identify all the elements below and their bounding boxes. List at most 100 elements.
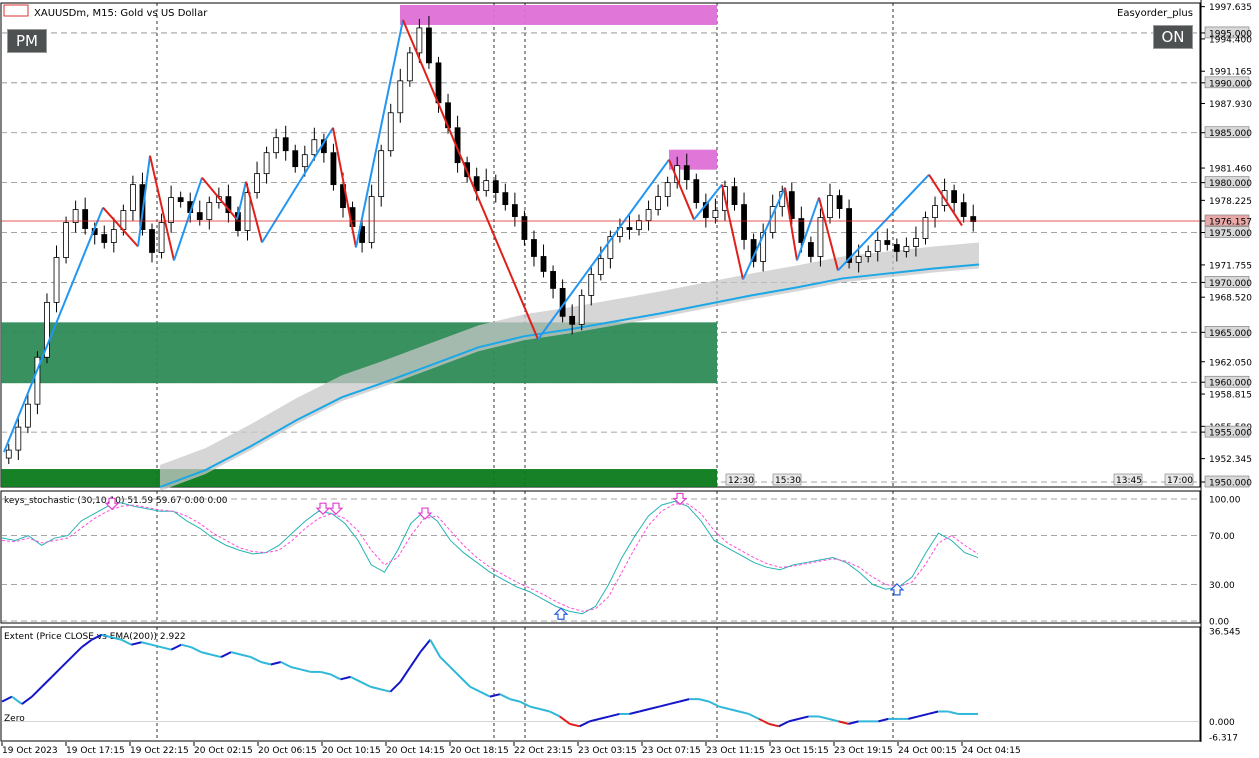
extent-line-segment [101, 633, 112, 639]
extent-line-segment [51, 666, 63, 678]
extent-line-segment [449, 666, 461, 678]
extent-line-segment [549, 710, 561, 718]
extent-line-segment [350, 675, 361, 683]
price-axis-label: 1978.225 [1209, 197, 1252, 207]
extent-line-segment [589, 717, 600, 723]
extent-line-segment [708, 700, 720, 708]
time-axis-label: 23 Oct 19:15 [834, 746, 893, 756]
price-axis-label: 1987.930 [1209, 100, 1252, 110]
extent-axis-label: 36.545 [1209, 628, 1241, 638]
candle-body [397, 80, 404, 114]
time-marker-label: 13:45 [1116, 476, 1142, 486]
candle-body [550, 271, 556, 289]
extent-line-segment [200, 651, 212, 656]
stochastic-axis-label: 30.00 [1209, 581, 1235, 591]
time-axis-label: 20 Oct 14:15 [386, 746, 445, 756]
extent-line-segment [389, 681, 402, 693]
zigzag-segment [928, 174, 963, 227]
extent-line-segment [927, 710, 939, 715]
extent-line-segment [678, 698, 690, 703]
candle-body [311, 139, 318, 156]
candle-body [82, 209, 89, 229]
price-axis-label: 1958.815 [1209, 391, 1252, 401]
time-axis-label: 20 Oct 02:15 [194, 746, 253, 756]
extent-line-segment [111, 636, 122, 641]
extent-line-segment [878, 717, 889, 723]
time-marker-box [725, 473, 755, 486]
extent-line-segment [748, 713, 760, 720]
candle-body [951, 190, 958, 203]
extent-line-segment [599, 715, 610, 720]
extent-line-segment [320, 670, 331, 676]
candle-body [913, 238, 919, 247]
candle-body [788, 191, 795, 219]
pm-button[interactable]: PM [7, 29, 47, 53]
time-axis-label: 20 Oct 10:15 [322, 746, 381, 756]
candle-body [578, 294, 585, 325]
time-marker-label: 12:30 [728, 476, 754, 486]
candle-body [15, 426, 22, 451]
stochastic-signal-arrow [104, 497, 120, 511]
candle-body [34, 356, 41, 405]
candle-body [72, 209, 79, 223]
extent-line-segment [768, 722, 780, 728]
candle-body [24, 403, 31, 428]
extent-line-segment [798, 715, 809, 720]
price-axis-label: 1952.345 [1209, 455, 1252, 465]
candle-body [597, 258, 604, 275]
candle-body [569, 315, 576, 325]
extent-line-segment [250, 656, 262, 663]
candle-body [244, 192, 251, 231]
candle-body [855, 256, 862, 263]
extent-line-segment [947, 710, 959, 715]
candle-body [836, 195, 843, 209]
zigzag-segment [721, 184, 744, 280]
extent-line-segment [210, 653, 222, 659]
candle-body [254, 173, 260, 194]
zigzag-segment [236, 181, 247, 220]
candle-body [149, 229, 155, 253]
candle-body [846, 208, 852, 263]
extent-line-segment [141, 641, 152, 646]
candle-body [416, 27, 423, 54]
candle-body [110, 229, 117, 243]
candle-body [798, 218, 805, 243]
candle-body [807, 242, 814, 257]
extent-line-segment [399, 666, 412, 683]
candle-body [636, 220, 642, 230]
extent-line-segment [81, 638, 93, 648]
candle-body [5, 449, 12, 459]
zigzag-segment [742, 187, 786, 280]
extent-line-segment [121, 638, 132, 646]
extent-line-segment [788, 717, 799, 723]
zone-supply-small [669, 149, 717, 170]
price-axis-label: 1971.755 [1209, 261, 1252, 271]
extent-line-segment [240, 653, 252, 659]
extent-line-segment [778, 720, 790, 728]
candle-body [282, 137, 289, 152]
extent-line-segment [459, 676, 471, 688]
extent-zero-label: Zero [4, 714, 25, 724]
candle-body [502, 192, 509, 205]
candle-body [932, 205, 938, 218]
extent-line-segment [419, 639, 432, 653]
price-axis-label: 1970.000 [1209, 279, 1252, 289]
candle-body [922, 217, 929, 239]
stochastic-signal-arrow [889, 582, 905, 596]
candle-body [664, 182, 671, 197]
on-button[interactable]: ON [1153, 25, 1193, 49]
candle-body [273, 137, 280, 154]
extent-line-segment [439, 656, 451, 668]
candle-body [531, 239, 537, 257]
extent-line-segment [539, 708, 550, 713]
time-axis-label: 23 Oct 03:15 [578, 746, 637, 756]
candle-body [760, 232, 767, 262]
stochastic-signal-arrow [417, 507, 433, 520]
candle-body [731, 186, 738, 205]
candle-body [884, 240, 891, 245]
zigzag-segment [173, 177, 203, 261]
candle-body [301, 154, 308, 168]
extent-line-segment [818, 715, 829, 720]
stochastic-axis-label: 100.00 [1209, 496, 1241, 506]
